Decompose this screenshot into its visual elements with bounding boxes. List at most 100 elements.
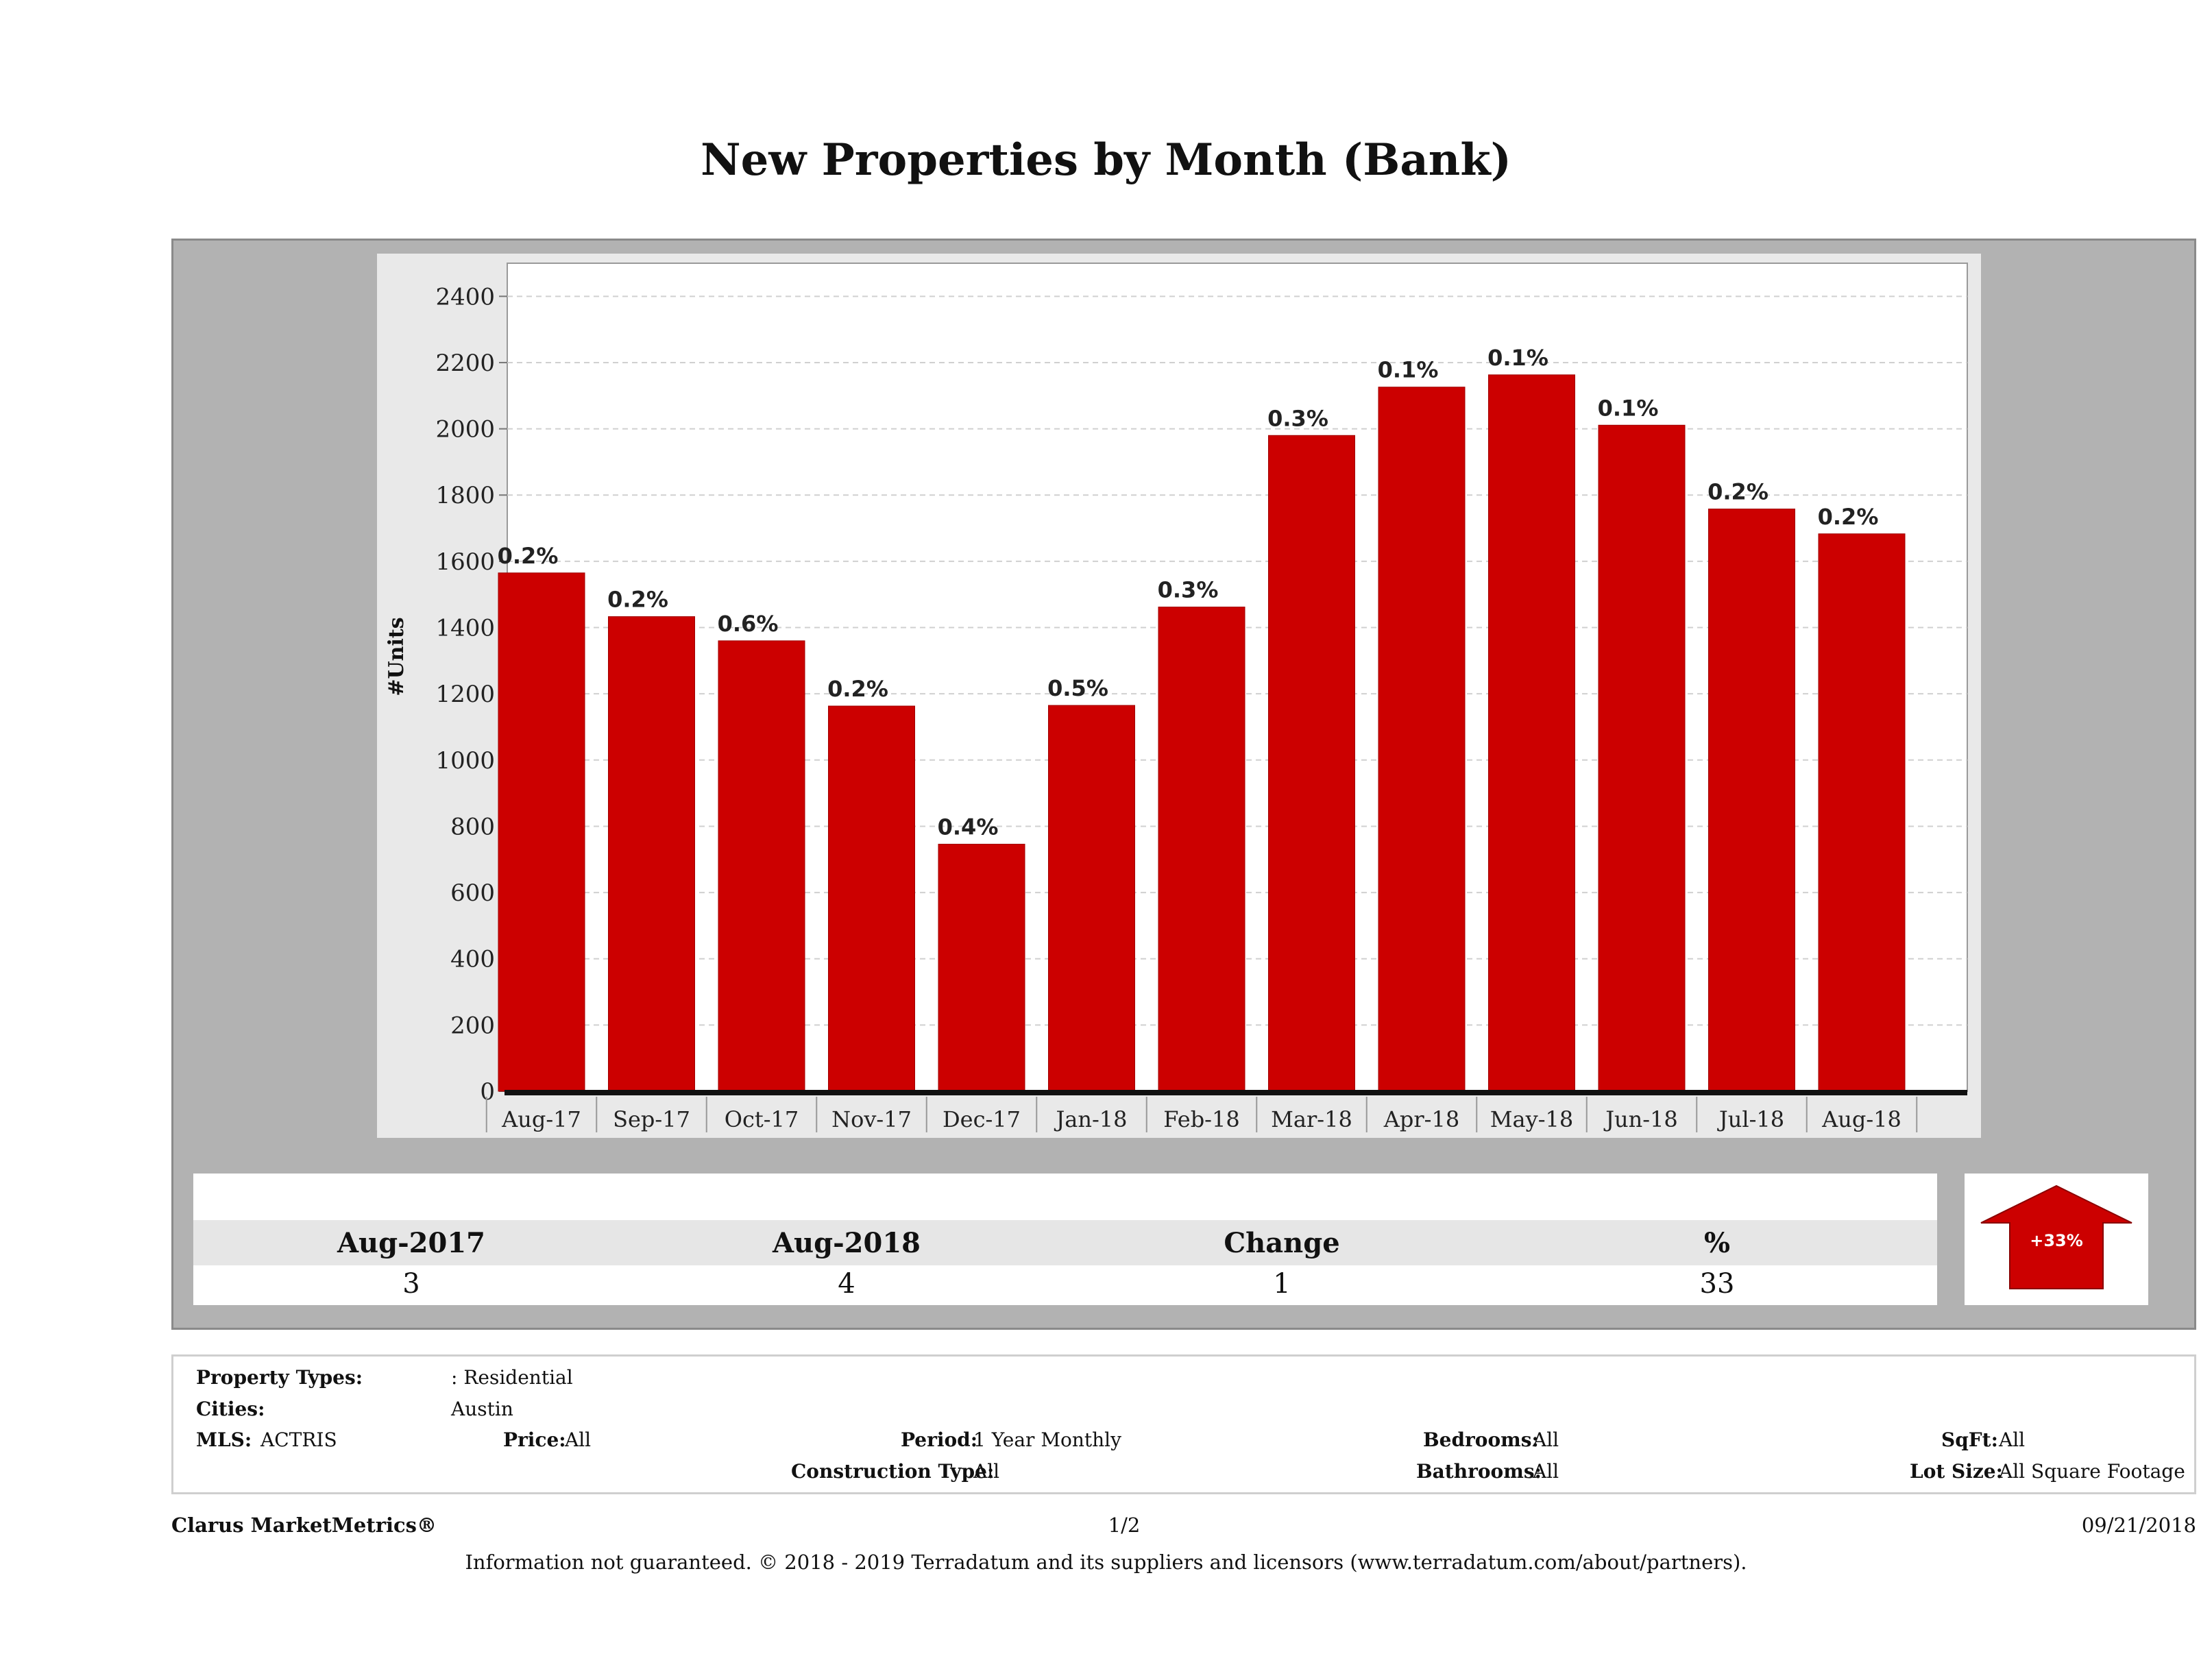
filter-bedrooms-label: Bedrooms: [1423,1428,1539,1451]
bar-jul-18 [1708,509,1795,1092]
data-label: 0.1% [1487,345,1548,371]
filter-info-box [171,1354,2196,1494]
data-label: 0.5% [1047,675,1108,701]
y-tick-label: 1600 [435,548,495,576]
filter-property-types-value: : Residential [451,1366,573,1389]
data-label: 0.2% [607,587,668,613]
summary-header-row [193,1220,1937,1265]
filter-construction-value: All [973,1460,1000,1483]
x-tick-label: Nov-17 [831,1106,912,1132]
footer-page-number: 1/2 [1108,1513,1141,1537]
bar-nov-17 [828,705,915,1092]
filter-construction: Construction Type: [791,1460,994,1483]
filter-bathrooms: Bathrooms: [1416,1460,1542,1483]
x-tick-label: Jan-18 [1054,1106,1127,1132]
filter-price-label: Price: [503,1428,566,1451]
summary-value-aug-2018: 4 [838,1268,855,1300]
footer-brand: Clarus MarketMetrics® [171,1513,437,1537]
bar-may-18 [1488,374,1575,1092]
y-tick-label: 1400 [435,615,495,642]
filter-price-value: All [565,1428,592,1451]
filter-sqft-value: All [1999,1428,2026,1451]
y-tick-label: 1800 [435,482,495,509]
filter-property-types-label: Property Types: [196,1366,363,1389]
x-tick-label: Jul-18 [1717,1106,1784,1132]
summary-blank-row [193,1174,1937,1220]
x-tick-label: Feb-18 [1163,1106,1239,1132]
x-tick-label: Oct-17 [725,1106,799,1132]
summary-value-aug-2017: 3 [402,1268,420,1300]
filter-bedrooms: Bedrooms: [1423,1428,1539,1451]
filter-sqft: SqFt: [1941,1428,1998,1451]
y-axis-label: #Units [385,617,409,696]
filter-period-value: 1 Year Monthly [973,1428,1121,1451]
filter-cities-value: Austin [451,1398,513,1420]
filter-cities: Cities: [196,1398,265,1420]
filter-mls-label: MLS: [196,1428,252,1451]
data-label: 0.1% [1598,395,1659,421]
data-label: 0.2% [1707,479,1769,505]
y-tick-label: 2000 [435,416,495,443]
y-tick-label: 200 [450,1012,495,1039]
y-tick-label: 600 [450,879,495,907]
x-tick-label: Sep-17 [613,1106,690,1132]
filter-mls: MLS: [196,1428,252,1451]
filter-lotsize-value: All Square Footage [1999,1460,2185,1483]
bar-dec-17 [938,844,1025,1092]
footer-date: 09/21/2018 [2081,1513,2196,1537]
x-tick-label: Aug-17 [501,1106,581,1132]
filter-period-label: Period: [901,1428,978,1451]
bar-aug-18 [1818,533,1906,1092]
bar-aug-17 [498,572,585,1092]
data-label: 0.2% [1818,504,1879,530]
filter-lotsize-label: Lot Size: [1910,1460,2003,1483]
bar-apr-18 [1378,387,1466,1092]
x-tick-label: Dec-17 [943,1106,1021,1132]
y-tick-label: 0 [480,1078,495,1106]
y-tick-label: 800 [450,813,495,840]
filter-lotsize: Lot Size: [1910,1460,2003,1483]
bar-chart: 0 200 400 600 800 1000 1200 1400 1600 1800 2000 220… [385,263,1968,1132]
footer-disclaimer: Information not guaranteed. © 2018 - 201… [465,1551,1747,1574]
bar-oct-17 [718,640,805,1092]
summary-header-aug-2017: Aug-2017 [337,1227,485,1259]
change-indicator: +33% [1965,1174,2148,1305]
summary-value-row [193,1265,1937,1305]
filter-bathrooms-value: All [1533,1460,1559,1483]
x-tick-label: Jun-18 [1603,1106,1678,1132]
data-label: 0.3% [1158,577,1219,603]
x-tick-label: Mar-18 [1271,1106,1352,1132]
filter-period: Period: [901,1428,977,1451]
data-label: 0.3% [1267,405,1328,431]
summary-header-percent: % [1703,1227,1730,1259]
data-label: 0.4% [938,814,999,840]
filter-mls-value: ACTRIS [260,1428,337,1451]
filter-cities-label: Cities: [196,1398,265,1420]
y-tick-label: 1000 [435,747,495,775]
change-percent-label: +33% [2030,1231,2083,1250]
filter-bedrooms-value: All [1533,1428,1559,1451]
filter-construction-label: Construction Type: [791,1460,995,1483]
y-tick-label: 1200 [435,681,495,708]
chart-title: New Properties by Month (Bank) [701,134,1511,186]
x-tick-label: May-18 [1490,1106,1573,1132]
filter-sqft-label: SqFt: [1941,1428,1998,1451]
filter-price: Price: [503,1428,566,1451]
data-label: 0.6% [718,611,779,637]
summary-value-change: 1 [1273,1268,1291,1300]
y-tick-label: 400 [450,946,495,973]
data-label: 0.2% [498,543,559,569]
summary-header-change: Change [1224,1227,1340,1259]
up-arrow-icon: +33% [1980,1184,2132,1289]
y-tick-label: 2200 [435,350,495,377]
filter-property-types: Property Types: [196,1366,363,1389]
bar-mar-18 [1268,435,1355,1092]
y-tick-label: 2400 [435,283,495,311]
data-label: 0.1% [1378,357,1439,383]
bar-jun-18 [1598,424,1686,1092]
summary-header-aug-2018: Aug-2018 [772,1227,921,1259]
bar-jan-18 [1048,705,1135,1092]
x-tick-label: Apr-18 [1383,1106,1459,1132]
x-tick-label: Aug-18 [1821,1106,1901,1132]
data-label: 0.2% [827,676,888,702]
